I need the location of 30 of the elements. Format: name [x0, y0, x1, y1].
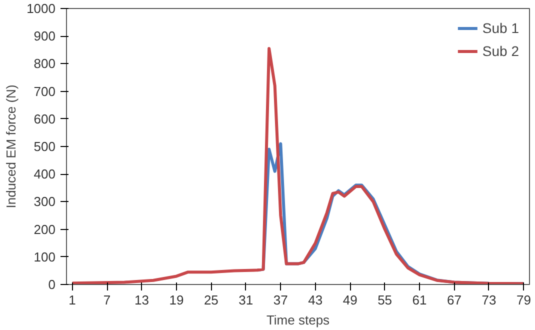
y-tick-label: 200 [34, 222, 56, 237]
y-tick-label: 400 [34, 166, 56, 182]
y-tick-label: 1000 [26, 1, 56, 16]
x-tick-label: 79 [516, 292, 531, 308]
legend-label: Sub 2 [482, 43, 519, 59]
y-tick-label: 700 [34, 84, 56, 99]
x-tick-label: 25 [204, 292, 218, 308]
x-tick-label: 43 [308, 292, 323, 308]
x-tick-label: 67 [447, 292, 462, 308]
y-tick-label: 0 [48, 277, 56, 292]
x-tick-label: 37 [273, 292, 288, 308]
x-tick-label: 1 [68, 292, 76, 308]
x-tick-label: 73 [482, 292, 496, 308]
y-tick-label: 600 [34, 111, 56, 126]
y-tick-label: 800 [34, 56, 56, 72]
x-tick-label: 13 [134, 292, 149, 308]
x-tick-label: 55 [378, 292, 392, 308]
line-series [70, 47, 526, 284]
x-tick-label: 49 [342, 292, 358, 308]
x-tick-label: 31 [238, 292, 254, 308]
y-tick-label: 500 [34, 139, 56, 154]
x-tick-label: 19 [169, 292, 184, 308]
y-tick-label: 100 [34, 249, 56, 264]
legend-label: Sub 1 [482, 20, 519, 36]
y-tick-label: 900 [34, 28, 56, 44]
y-axis-title: Induced EM force (N) [4, 84, 19, 208]
x-tick-label: 7 [103, 292, 111, 308]
x-tick-label: 61 [412, 292, 427, 308]
y-tick-label: 300 [34, 194, 56, 210]
x-axis-title: Time steps [266, 312, 330, 328]
